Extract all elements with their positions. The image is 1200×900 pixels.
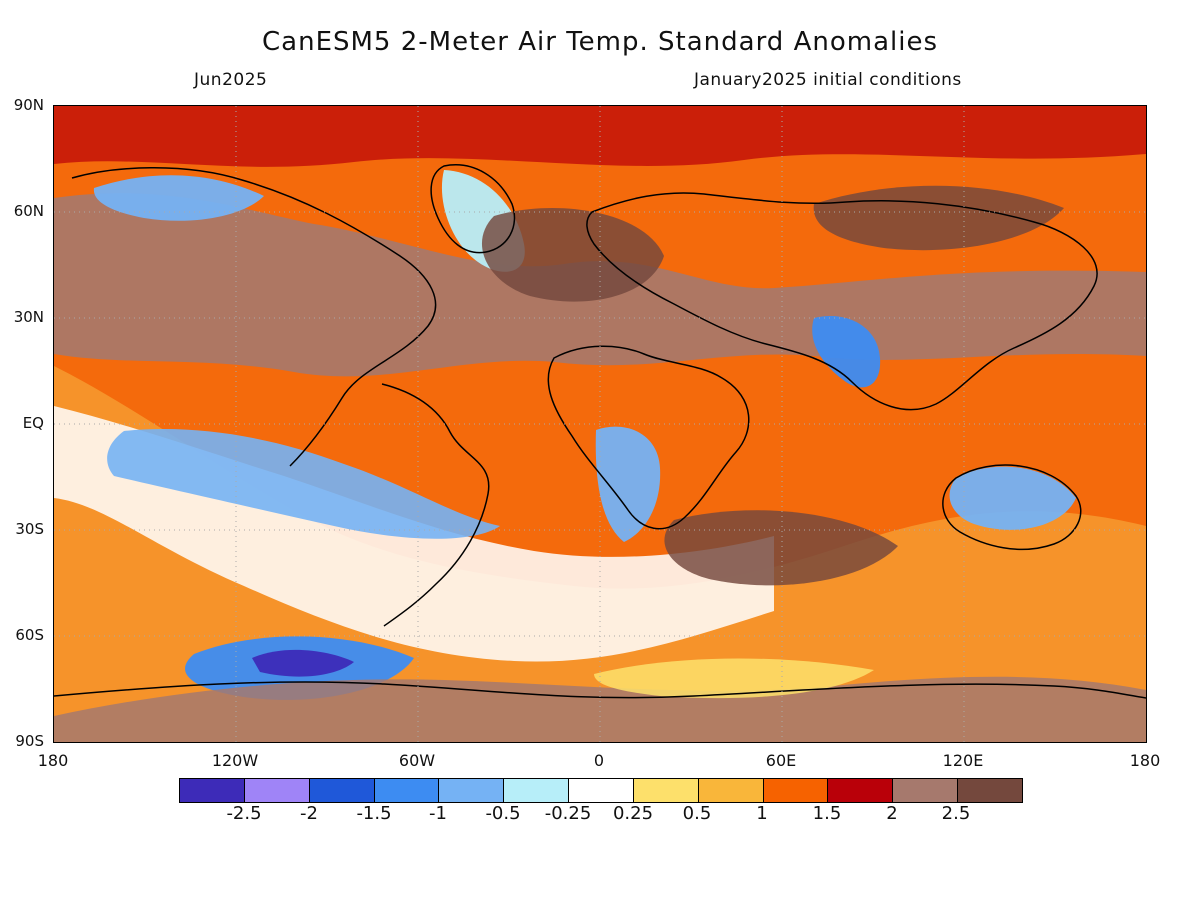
africa-outline	[547, 345, 750, 530]
antarctica-outline	[54, 681, 1146, 699]
lon-label-120w: 120W	[211, 751, 259, 770]
colorbar-label-m2: -2	[300, 803, 318, 824]
colorbar-swatch-8	[698, 779, 764, 802]
colorbar-label-25: 2.5	[941, 803, 971, 824]
lon-label-120e: 120E	[942, 751, 984, 770]
colorbar	[179, 778, 1023, 803]
lat-label-60s: 60S	[15, 626, 44, 644]
indian-ocean-dark-brown-anomaly	[664, 510, 898, 586]
chart-title: CanESM5 2-Meter Air Temp. Standard Anoma…	[262, 27, 938, 57]
lat-label-60n: 60N	[13, 202, 44, 220]
colorbar-label-2: 2	[886, 803, 898, 824]
south-america-outline	[381, 383, 490, 627]
greenland-outline	[430, 164, 516, 254]
colorbar-swatch-11	[893, 779, 959, 802]
colorbar-label-m25: -2.5	[226, 803, 262, 824]
lon-label-180-left: 180	[37, 751, 69, 770]
colorbar-swatch-10	[828, 779, 894, 802]
colorbar-label-025: 0.25	[612, 803, 654, 824]
siberia-dark-brown-anomaly	[813, 185, 1064, 251]
colorbar-label-m15: -1.5	[356, 803, 392, 824]
forecast-month: Jun2025	[194, 70, 268, 90]
antarctic-yellow-anomaly	[594, 658, 874, 699]
antarctic-brown-anomaly	[54, 676, 1146, 742]
colorbar-swatch-0	[180, 779, 245, 802]
lon-label-0: 0	[593, 751, 605, 770]
colorbar-swatch-12	[958, 779, 1022, 802]
colorbar-label-m025: -0.25	[544, 803, 592, 824]
lat-label-eq: EQ	[22, 414, 44, 432]
lat-label-30s: 30S	[15, 520, 44, 538]
alaska-blue-anomaly	[93, 175, 264, 221]
colorbar-label-m05: -0.5	[485, 803, 521, 824]
colorbar-label-m1: -1	[429, 803, 447, 824]
australia-blue-anomaly	[949, 466, 1076, 530]
graticule	[54, 106, 1146, 742]
colorbar-swatch-6	[569, 779, 634, 802]
colorbar-label-15: 1.5	[812, 803, 842, 824]
colorbar-swatch-1	[244, 779, 310, 802]
south-atlantic-blue-anomaly	[595, 426, 661, 542]
lon-label-180-right: 180	[1129, 751, 1161, 770]
north-america-outline	[71, 167, 437, 467]
colorbar-swatch-3	[374, 779, 440, 802]
lat-label-90s: 90S	[15, 732, 44, 750]
southern-pacific-purple-anomaly	[252, 649, 354, 677]
colorbar-swatch-4	[439, 779, 505, 802]
anomaly-map	[53, 105, 1147, 743]
colorbar-swatch-2	[309, 779, 375, 802]
anomaly-map-svg	[54, 106, 1146, 742]
continent-outlines	[54, 164, 1146, 699]
eurasia-outline	[586, 192, 1098, 411]
pacific-blue-anomaly	[107, 429, 501, 539]
colorbar-swatch-9	[763, 779, 829, 802]
lat-label-30n: 30N	[13, 308, 44, 326]
lon-label-60w: 60W	[398, 751, 436, 770]
colorbar-swatch-5	[504, 779, 570, 802]
australia-outline	[942, 464, 1082, 551]
lon-label-60e: 60E	[765, 751, 797, 770]
atlantic-dark-brown-anomaly	[481, 208, 664, 302]
india-blue-anomaly	[812, 315, 881, 388]
initial-conditions: January2025 initial conditions	[694, 70, 962, 90]
lat-label-90n: 90N	[13, 96, 44, 114]
colorbar-swatch-7	[633, 779, 699, 802]
colorbar-label-1: 1	[756, 803, 768, 824]
colorbar-label-05: 0.5	[682, 803, 712, 824]
